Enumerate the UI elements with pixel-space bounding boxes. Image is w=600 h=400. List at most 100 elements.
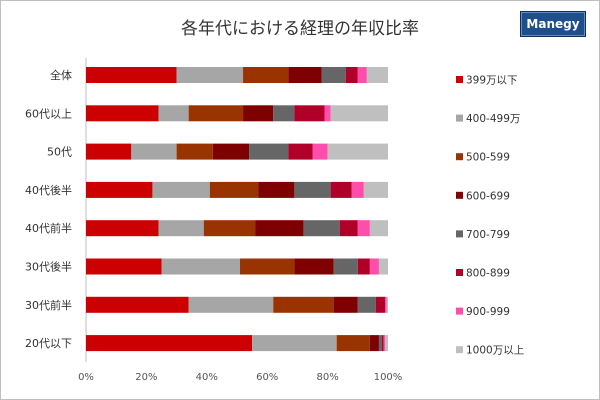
bar-segment (86, 220, 159, 237)
bar-segment (369, 220, 388, 237)
legend-swatch (456, 230, 463, 238)
bar-segment (158, 105, 189, 122)
legend-swatch (456, 191, 463, 199)
category-label: 全体 (50, 68, 72, 82)
x-tick-label: 0% (78, 372, 94, 383)
manegy-logo: Manegy (520, 11, 586, 37)
category-label: 40代後半 (25, 183, 72, 197)
chart-title: 各年代における経理の年収比率 (181, 19, 419, 39)
bar-segment (158, 220, 204, 237)
bar-segment (86, 105, 159, 122)
bar-segment (357, 258, 370, 275)
bar-segment (357, 296, 376, 313)
bar-segment (378, 335, 382, 352)
bar-segment (294, 258, 334, 275)
bar-segment (288, 143, 313, 160)
bar-segment (86, 335, 253, 352)
bar-segment (243, 105, 274, 122)
bar-segment (188, 105, 244, 122)
bar-segment (321, 67, 346, 83)
bar-segment (330, 181, 352, 198)
x-tick-label: 60% (256, 372, 278, 383)
bar-segment (176, 67, 244, 83)
bar-segment (86, 296, 189, 313)
bar-segment (333, 296, 358, 313)
legend-swatch (456, 269, 463, 276)
bar-segment (375, 296, 385, 313)
bar-segment (86, 181, 153, 198)
bar-segment (212, 143, 250, 160)
bar-segment (383, 335, 385, 352)
category-label: 20代以下 (25, 337, 72, 350)
category-label: 40代前半 (25, 221, 72, 235)
bar-segment (86, 143, 132, 160)
legend-label: 700-799 (466, 229, 510, 241)
bar-segment (131, 143, 177, 160)
bar-segment (324, 105, 331, 122)
bar-segment (273, 296, 334, 313)
legend-label: 600-699 (466, 190, 510, 202)
bar-segment (303, 220, 340, 237)
bar-segment (252, 335, 337, 352)
legend-swatch (456, 307, 463, 315)
plot-area: 0% 20% 40% 60% 80% 100% 全体 60代以上 50代 40代後半 40代前半 30… (25, 58, 402, 383)
bar-segment (384, 296, 387, 313)
bar-segment (386, 296, 388, 313)
legend-label: 800-899 (466, 268, 510, 280)
x-tick-label: 20% (135, 372, 157, 383)
legend: 399万以下 400-499万 500-599 600-699 700-799 800-8… (456, 75, 524, 357)
legend-label: 399万以下 (466, 75, 518, 87)
bar-segment (249, 143, 289, 160)
x-tick-label: 80% (316, 372, 338, 383)
legend-label: 900-999 (466, 306, 510, 318)
bar-segment (152, 181, 210, 198)
bar-segment (366, 67, 388, 83)
legend-label: 500-599 (466, 152, 510, 164)
bar-segment (258, 181, 295, 198)
legend-swatch (456, 76, 463, 83)
bar-segment (209, 181, 259, 198)
bar-segment (273, 105, 295, 122)
bar-segment (339, 220, 358, 237)
bar-segment (203, 220, 256, 237)
bar-segment (86, 258, 162, 275)
category-label: 60代以上 (25, 107, 72, 120)
category-label: 30代後半 (25, 260, 72, 274)
bar-segment (294, 105, 325, 122)
bar-segment (381, 335, 384, 352)
bar-segment (369, 335, 379, 352)
bar-segment (369, 258, 379, 275)
bar-segment (345, 67, 358, 83)
category-label: 30代前半 (25, 298, 72, 312)
x-tick-label: 40% (196, 372, 218, 383)
legend-label: 400-499万 (466, 113, 520, 125)
bar-segment (188, 296, 274, 313)
legend-swatch (456, 346, 463, 354)
bar-segment (294, 181, 331, 198)
bar-segment (240, 258, 295, 275)
bar-segment (357, 67, 367, 83)
bar-segment (86, 67, 177, 83)
bar-segment (357, 220, 370, 237)
bar-segment (333, 258, 358, 275)
x-tick-label: 100% (374, 372, 403, 383)
bar-segment (378, 258, 388, 275)
bar-segment (336, 335, 370, 352)
bar-segment (330, 105, 388, 122)
bar-segment (176, 143, 213, 160)
category-label: 50代 (47, 146, 72, 159)
bar-segment (288, 67, 322, 83)
legend-swatch (456, 153, 463, 161)
legend-label: 1000万以上 (466, 345, 524, 357)
bar-segment (351, 181, 364, 198)
legend-swatch (456, 114, 463, 122)
bar-segment (327, 143, 388, 160)
bar-segment (312, 143, 328, 160)
bar-segment (161, 258, 241, 275)
bar-segment (255, 220, 304, 237)
bar-segment (363, 181, 388, 198)
bar-segment (243, 67, 289, 83)
bar-segment (384, 335, 388, 352)
